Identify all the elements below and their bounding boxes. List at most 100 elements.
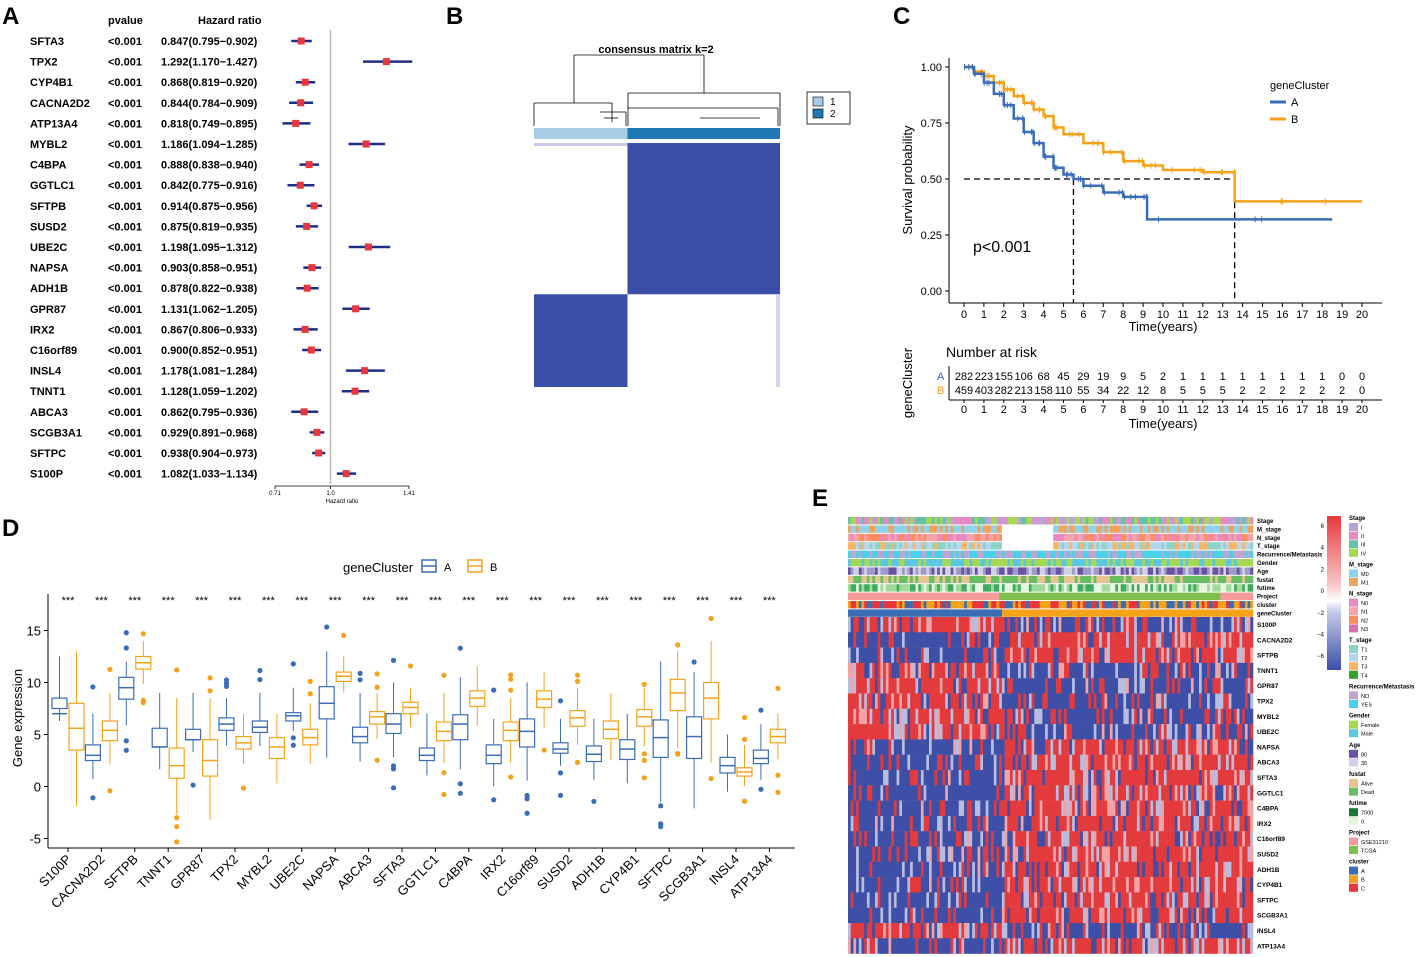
heatmap-cell [856,846,860,862]
heatmap-cell [1023,632,1027,648]
heatmap-annotation-cell [896,525,900,533]
heatmap-cell [1023,617,1027,633]
heatmap-annotation-cell [1088,609,1092,617]
heatmap-cell [934,724,938,740]
heatmap-cell [950,754,954,771]
heatmap-annotation-cell [1058,559,1062,567]
heatmap-cell [956,693,959,709]
heatmap-cell [1207,815,1211,832]
heatmap-cell [1037,617,1040,633]
heatmap-cell [972,708,976,725]
heatmap-annotation-cell [985,575,989,584]
heatmap-annotation-cell [1199,559,1202,567]
heatmap-cell [1064,647,1067,664]
heatmap-annotation-cell [983,542,986,550]
heatmap-cell [1037,708,1040,725]
heatmap-cell [931,647,935,664]
heatmap-cell [1223,647,1227,664]
heatmap-annotation-cell [985,592,989,600]
heatmap-annotation-cell [1115,525,1119,533]
heatmap-annotation-cell [974,584,978,592]
heatmap-cell [923,693,927,709]
heatmap-annotation-cell [1045,592,1049,600]
heatmap-annotation-cell [985,542,989,550]
heatmap-annotation-cell [1053,517,1057,525]
heatmap-cell [929,815,932,832]
heatmap-annotation-cell [885,592,889,600]
heatmap-gene-label: C16orf89 [1257,836,1285,843]
boxplot-outlier [123,645,129,651]
heatmap-annotation-cell [1047,517,1051,525]
heatmap-annotation-cell [1050,559,1054,567]
heatmap-annotation-cell [864,525,868,533]
boxplot-outlier [457,645,463,651]
heatmap-annotation-cell [1158,542,1162,550]
heatmap-cell [1223,800,1227,817]
forest-gene-label: UBE2C [30,242,67,254]
heatmap-cell [1212,785,1216,801]
heatmap-cell [1226,815,1229,832]
heatmap-cell [891,739,895,755]
heatmap-annotation-cell [1209,517,1213,525]
heatmap-gene-label: C4BPA [1257,806,1279,813]
heatmap-cell [1236,632,1240,648]
heatmap-cell [1045,708,1049,725]
heatmap-annotation-cell [1226,592,1229,600]
heatmap-cell [929,617,932,633]
heatmap-cell [1026,724,1030,740]
heatmap-cell [1228,739,1232,755]
heatmap-cell [993,785,997,801]
heatmap-cell [1080,708,1084,725]
heatmap-cell [1201,815,1205,832]
forest-hr-text: 1.128(1.059−1.202) [161,386,258,398]
heatmap-cell [1012,632,1016,648]
forest-pvalue: <0.001 [108,469,142,481]
heatmap-annotation-cell [1180,559,1184,567]
heatmap-cell [858,617,862,633]
heatmap-cell [1074,708,1078,725]
heatmap-annotation-cell [934,542,938,550]
heatmap-gene-label: IRX2 [1257,821,1272,828]
heatmap-cell [1212,708,1216,725]
heatmap-annotation-cell [866,575,870,584]
heatmap-cell [1010,739,1013,755]
heatmap-annotation-label: cluster [1257,603,1277,609]
heatmap-cell [1174,662,1178,679]
heatmap-annotation-cell [999,567,1003,575]
heatmap-annotation-cell [893,584,897,592]
heatmap-annotation-cell [1001,592,1005,600]
heatmap-cell [945,693,949,709]
heatmap-cell [1058,662,1062,679]
heatmap-cell [1188,724,1192,740]
heatmap-annotation-cell [1182,525,1186,533]
heatmap-cell [1050,678,1054,694]
heatmap-annotation-cell [1047,584,1051,592]
survival-x-tick-label: 3 [1021,309,1027,321]
heatmap-annotation-cell [869,525,873,533]
heatmap-cell [1215,739,1219,755]
heatmap-cell [969,647,973,664]
heatmap-cell [1120,678,1124,694]
heatmap-cell [896,831,900,847]
heatmap-cell [1131,617,1135,633]
heatmap-cell [1082,800,1086,817]
heatmap-annotation-cell [991,592,995,600]
heatmap-annotation-cell [1212,601,1216,609]
heatmap-annotation-cell [885,559,889,567]
heatmap-annotation-cell [1139,584,1143,592]
boxplot-outlier [441,672,447,678]
heatmap-annotation-cell [1015,575,1019,584]
heatmap-cell [1109,647,1113,664]
heatmap-annotation-cell [1109,584,1113,592]
heatmap-cell [853,754,857,771]
heatmap-annotation-cell [953,575,957,584]
heatmap-cell [885,678,889,694]
boxplot-outlier [441,770,447,776]
forest-hr-point [308,264,316,272]
heatmap-cell [931,815,935,832]
heatmap-cell [910,754,914,771]
heatmap-cell [902,693,905,709]
heatmap-cell [1020,846,1024,862]
heatmap-cell [999,708,1003,725]
heatmap-cell [869,724,873,740]
